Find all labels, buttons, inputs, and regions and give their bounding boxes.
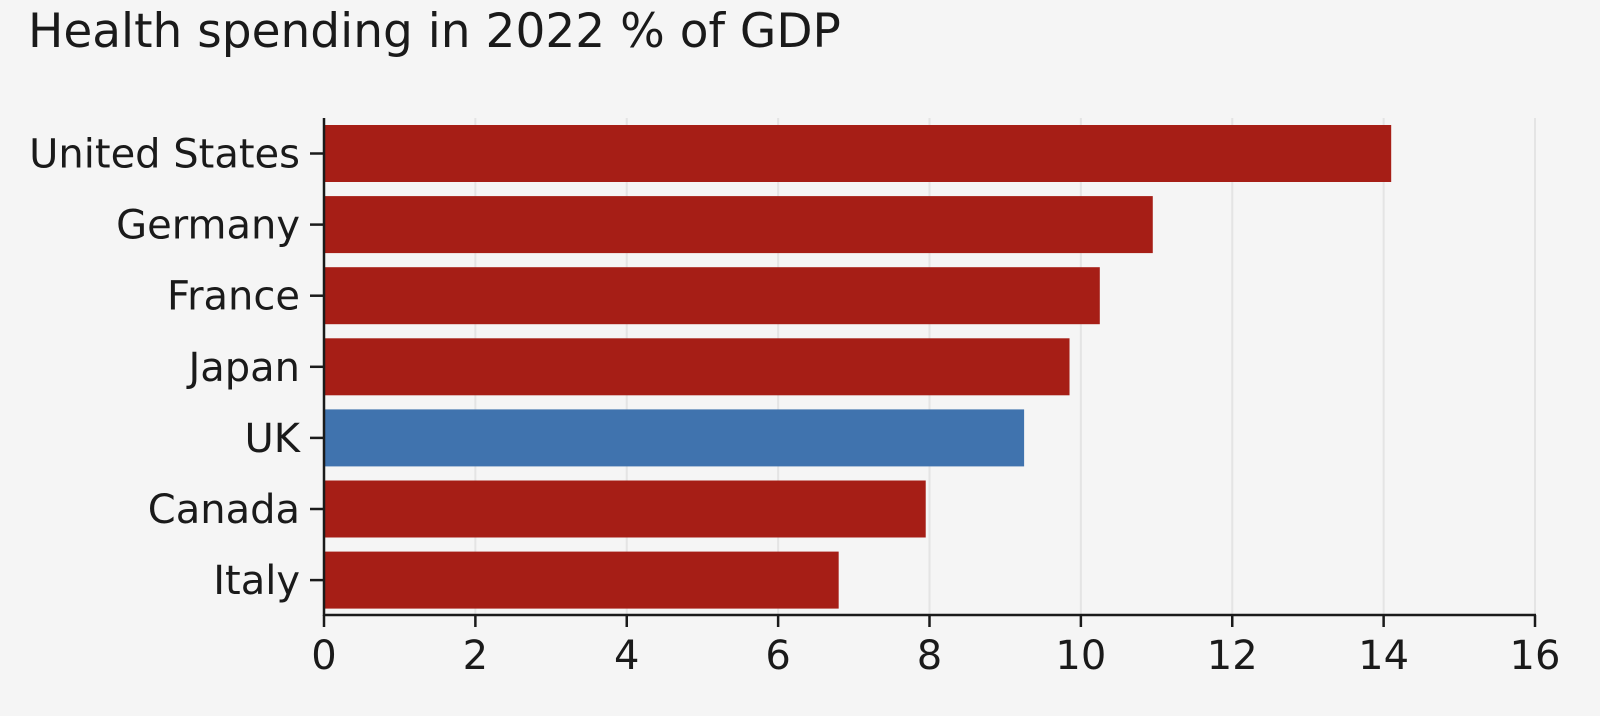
x-tick-label: 4 bbox=[614, 633, 639, 679]
bar bbox=[324, 338, 1070, 396]
y-tick-label: Canada bbox=[148, 487, 300, 533]
x-tick-label: 0 bbox=[311, 633, 336, 679]
x-tick-label: 12 bbox=[1207, 633, 1258, 679]
x-tick-label: 10 bbox=[1055, 633, 1106, 679]
bar bbox=[324, 125, 1392, 182]
y-tick-label: United States bbox=[29, 132, 300, 178]
y-tick-label: Germany bbox=[116, 203, 300, 249]
bar bbox=[324, 196, 1153, 254]
x-tick-label: 8 bbox=[917, 633, 942, 679]
y-tick-label: Japan bbox=[185, 345, 300, 391]
y-tick-label: UK bbox=[244, 416, 301, 462]
axes: 0 2 4 6 8 10 12 14 16 United States Germany France J… bbox=[29, 118, 1560, 679]
bar bbox=[324, 409, 1025, 467]
bar bbox=[324, 480, 926, 538]
bar bbox=[324, 267, 1100, 325]
bar bbox=[324, 551, 839, 609]
y-tick-label: France bbox=[167, 274, 300, 320]
chart-title: Health spending in 2022 % of GDP bbox=[28, 4, 841, 59]
x-tick-label: 2 bbox=[463, 633, 488, 679]
bars bbox=[324, 125, 1392, 609]
x-tick-label: 6 bbox=[765, 633, 790, 679]
x-tick-label: 16 bbox=[1510, 633, 1561, 679]
x-tick-label: 14 bbox=[1358, 633, 1409, 679]
y-tick-label: Italy bbox=[213, 558, 300, 604]
